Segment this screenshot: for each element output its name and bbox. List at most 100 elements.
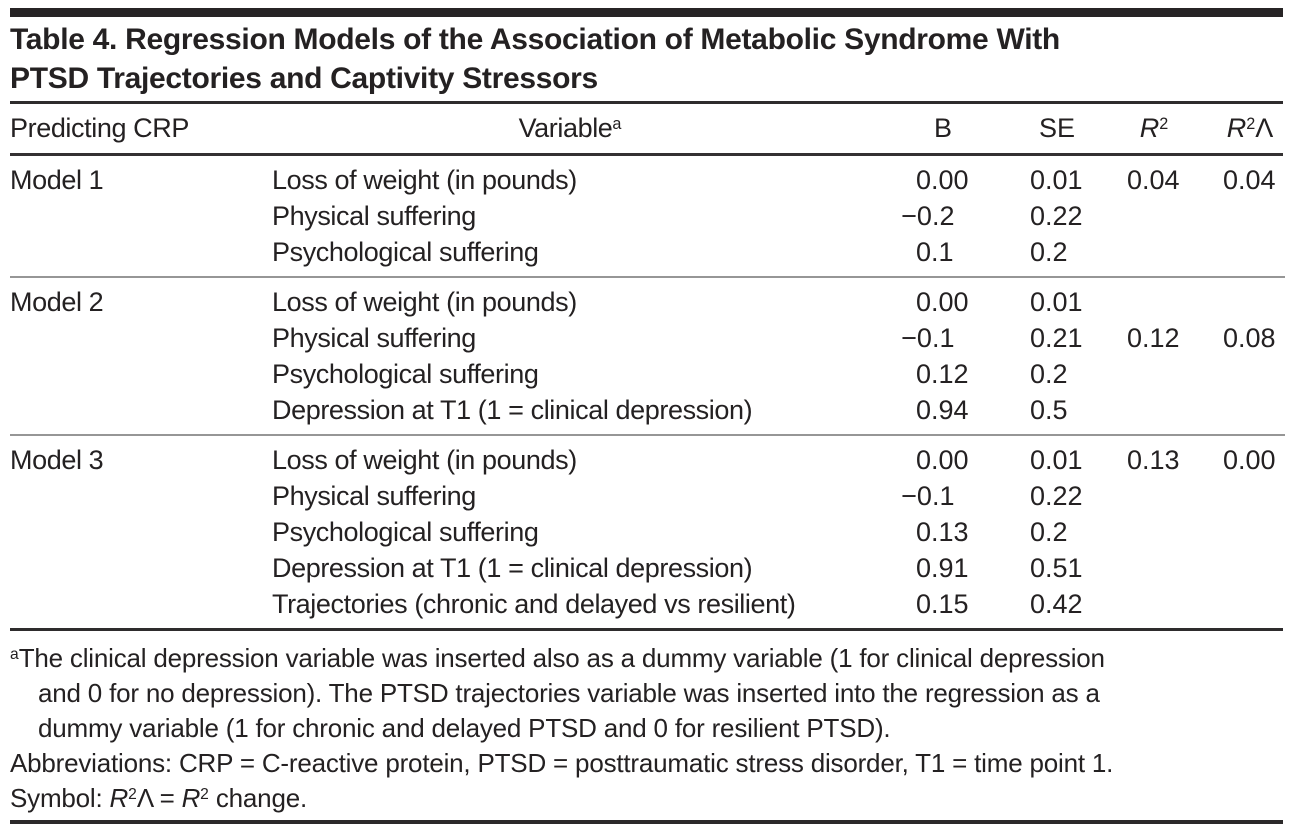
b-cell: −0.2 — [901, 200, 955, 231]
variable-cell: Loss of weight (in pounds) — [272, 286, 577, 317]
model-1-section: Model 1 Loss of weight (in pounds) 0.00 … — [10, 156, 1285, 276]
b-header-text: B — [933, 113, 952, 143]
variable-header-footnote-marker: a — [612, 114, 622, 133]
se-cell: 0.22 — [1030, 480, 1083, 511]
column-header-predicting-crp: Predicting CRP — [10, 113, 189, 143]
rule-under-header — [10, 153, 1283, 156]
se-cell: 0.2 — [1030, 236, 1068, 267]
symbol-r1-superscript: 2 — [128, 786, 137, 804]
table-row: Physical suffering −0.1 0.21 0.12 0.08 — [10, 320, 1285, 356]
model-cell: Model 1 — [10, 164, 104, 195]
se-cell: 0.01 — [1030, 286, 1083, 317]
table-body: Model 1 Loss of weight (in pounds) 0.00 … — [10, 156, 1285, 628]
variable-cell: Depression at T1 (1 = clinical depressio… — [272, 552, 753, 583]
r2-change-cell: 0.04 — [1223, 164, 1276, 195]
se-cell: 0.42 — [1030, 588, 1083, 619]
footnote-a-text: The clinical depression variable was ins… — [18, 643, 1105, 673]
table-row: Psychological suffering 0.13 0.2 — [10, 514, 1285, 550]
r2-change-cell: 0.08 — [1223, 322, 1276, 353]
column-header-r2: R2 — [1100, 113, 1195, 144]
table-row: Depression at T1 (1 = clinical depressio… — [10, 550, 1285, 586]
table-header-row: Predicting CRP Variablea B SE R2 R2Λ — [10, 104, 1285, 153]
r2-change-header-text: R2Λ — [1223, 113, 1277, 144]
se-cell: 0.22 — [1030, 200, 1083, 231]
symbol-prefix: Symbol: — [10, 783, 110, 813]
variable-cell: Physical suffering — [272, 200, 476, 231]
model-3-section: Model 3 Loss of weight (in pounds) 0.00 … — [10, 436, 1285, 628]
table-row: Trajectories (chronic and delayed vs res… — [10, 586, 1285, 622]
r2-cell: 0.12 — [1127, 322, 1180, 353]
symbol-suffix: change. — [208, 783, 307, 813]
symbol-lambda: Λ — [136, 783, 153, 813]
table-title: Table 4. Regression Models of the Associ… — [10, 20, 1285, 98]
model-2-section: Model 2 Loss of weight (in pounds) 0.00 … — [10, 278, 1285, 434]
section-divider — [10, 434, 1285, 436]
b-cell: 0.00 — [916, 164, 969, 195]
b-cell: 0.00 — [916, 286, 969, 317]
symbol-italic-r1: R — [109, 783, 129, 813]
table-row: Physical suffering −0.2 0.22 — [10, 198, 1285, 234]
column-header-b: B — [870, 113, 990, 144]
b-cell: 0.00 — [916, 444, 969, 475]
se-cell: 0.21 — [1030, 322, 1083, 353]
b-cell: −0.1 — [901, 322, 955, 353]
symbol-equals: = — [152, 783, 182, 813]
b-cell: 0.1 — [916, 236, 954, 267]
r2-header-text: R2 — [1127, 113, 1181, 144]
model-cell: Model 3 — [10, 444, 104, 475]
se-header-text: SE — [1038, 113, 1076, 143]
table-row: Depression at T1 (1 = clinical depressio… — [10, 392, 1285, 428]
se-cell: 0.5 — [1030, 394, 1068, 425]
footnote-a-line2: and 0 for no depression). The PTSD traje… — [38, 678, 1100, 708]
rule-under-body — [10, 628, 1283, 631]
variable-cell: Psychological suffering — [272, 236, 539, 267]
b-cell: 0.91 — [916, 552, 969, 583]
variable-cell: Trajectories (chronic and delayed vs res… — [272, 588, 796, 619]
symbol-r2-superscript: 2 — [200, 786, 209, 804]
top-rule — [10, 8, 1283, 17]
abbreviations-line: Abbreviations: CRP = C-reactive protein,… — [10, 748, 1114, 778]
variable-cell: Depression at T1 (1 = clinical depressio… — [272, 394, 753, 425]
se-cell: 0.2 — [1030, 516, 1068, 547]
r2-cell: 0.13 — [1127, 444, 1180, 475]
section-divider — [10, 276, 1285, 278]
symbol-italic-r2: R — [181, 783, 201, 813]
r2-change-superscript: 2 — [1246, 114, 1256, 133]
column-header-variable: Variablea — [270, 113, 870, 144]
table-title-line1: Table 4. Regression Models of the Associ… — [10, 23, 1060, 56]
table-row: Model 2 Loss of weight (in pounds) 0.00 … — [10, 284, 1285, 320]
model-cell: Model 2 — [10, 286, 104, 317]
footnote-a-line1: aThe clinical depression variable was in… — [10, 641, 1285, 676]
se-cell: 0.51 — [1030, 552, 1083, 583]
variable-cell: Loss of weight (in pounds) — [272, 164, 577, 195]
b-cell: 0.94 — [916, 394, 969, 425]
b-cell: 0.12 — [916, 358, 969, 389]
r2-superscript: 2 — [1159, 114, 1169, 133]
se-cell: 0.2 — [1030, 358, 1068, 389]
table-row: Model 1 Loss of weight (in pounds) 0.00 … — [10, 162, 1285, 198]
b-cell: −0.1 — [901, 480, 955, 511]
b-cell: 0.15 — [916, 588, 969, 619]
variable-cell: Physical suffering — [272, 322, 476, 353]
column-header-r2-change: R2Λ — [1195, 113, 1285, 144]
variable-cell: Loss of weight (in pounds) — [272, 444, 577, 475]
r2-italic-r: R — [1139, 113, 1160, 143]
column-header-se: SE — [990, 113, 1100, 144]
table-row: Psychological suffering 0.1 0.2 — [10, 234, 1285, 270]
se-cell: 0.01 — [1030, 444, 1083, 475]
b-cell: 0.13 — [916, 516, 969, 547]
variable-cell: Psychological suffering — [272, 358, 539, 389]
table-title-line2: PTSD Trajectories and Captivity Stressor… — [10, 62, 598, 95]
footnotes: aThe clinical depression variable was in… — [10, 641, 1285, 816]
table-row: Psychological suffering 0.12 0.2 — [10, 356, 1285, 392]
variable-cell: Psychological suffering — [272, 516, 539, 547]
se-cell: 0.01 — [1030, 164, 1083, 195]
table-row: Model 3 Loss of weight (in pounds) 0.00 … — [10, 442, 1285, 478]
r2-cell: 0.04 — [1127, 164, 1180, 195]
footnote-a-marker: a — [10, 646, 19, 664]
r2-change-italic-r: R — [1226, 113, 1247, 143]
r2-change-cell: 0.00 — [1223, 444, 1276, 475]
variable-cell: Physical suffering — [272, 480, 476, 511]
rule-under-title — [10, 101, 1283, 104]
